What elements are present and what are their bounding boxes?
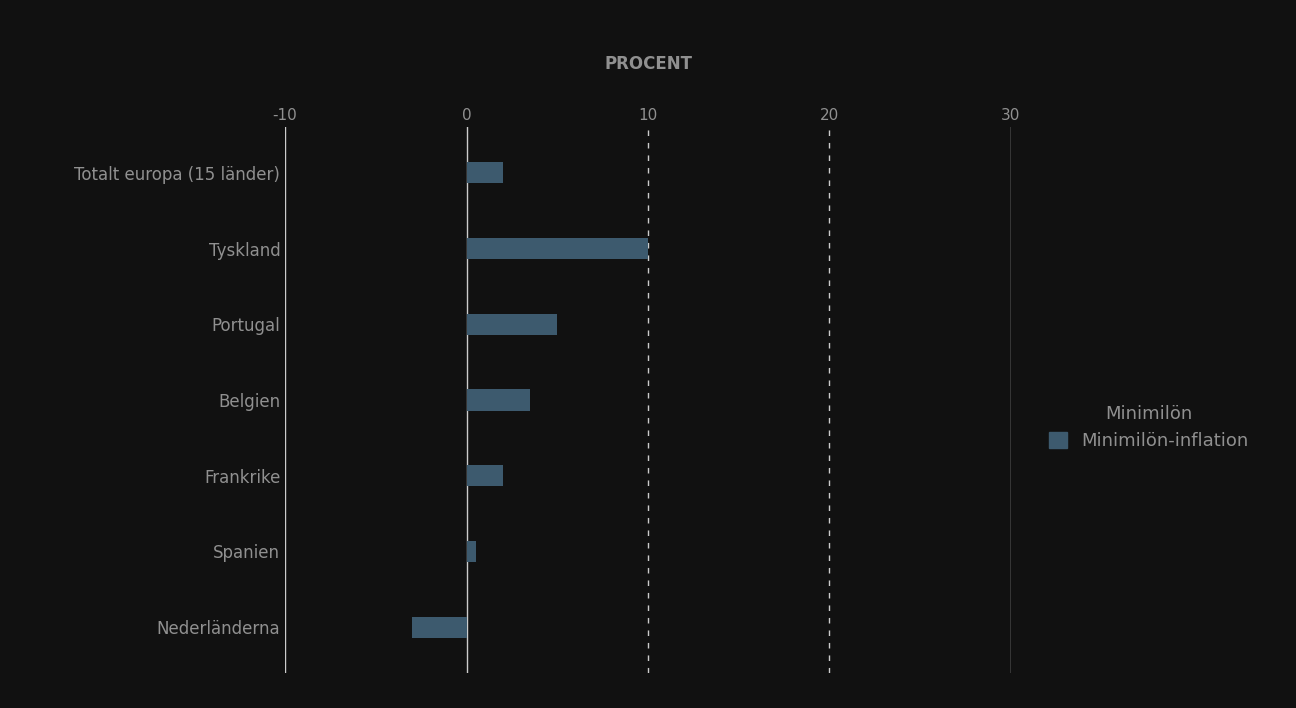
Bar: [467, 389, 530, 411]
Legend: Minimilön-inflation: Minimilön-inflation: [1042, 397, 1256, 457]
Bar: [467, 162, 503, 183]
Bar: [412, 617, 467, 638]
Text: PROCENT: PROCENT: [604, 55, 692, 73]
Bar: [467, 541, 476, 562]
Bar: [467, 238, 648, 259]
Bar: [467, 314, 557, 335]
Bar: [467, 465, 503, 486]
